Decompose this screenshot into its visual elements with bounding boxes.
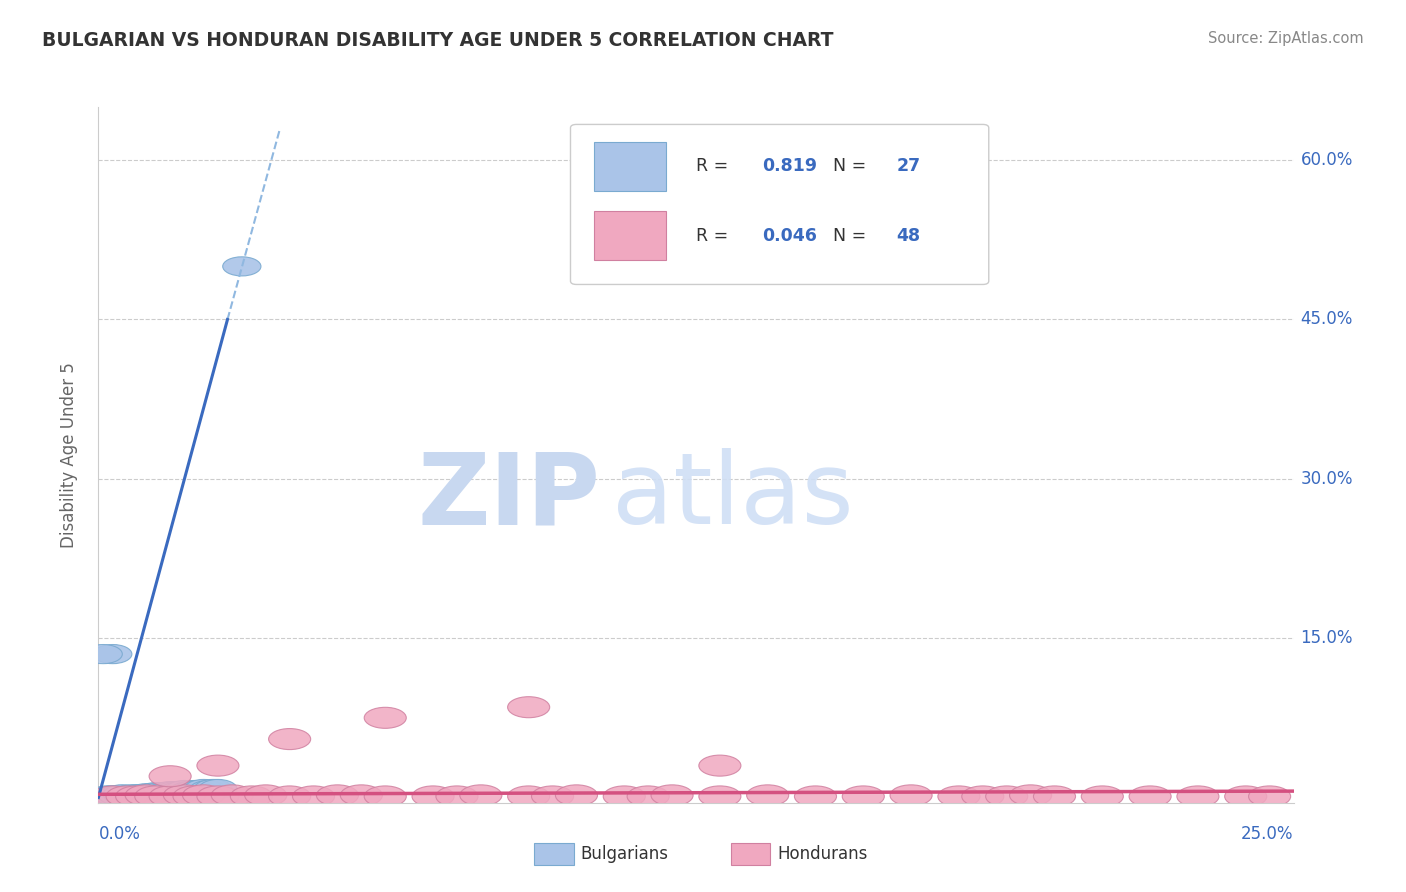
Ellipse shape [269, 786, 311, 807]
Ellipse shape [132, 784, 170, 803]
Text: 48: 48 [897, 227, 921, 244]
Ellipse shape [269, 729, 311, 749]
Ellipse shape [603, 786, 645, 807]
Ellipse shape [1081, 786, 1123, 807]
Ellipse shape [156, 781, 194, 801]
Text: 60.0%: 60.0% [1301, 151, 1353, 169]
Ellipse shape [146, 782, 184, 802]
Ellipse shape [136, 782, 174, 802]
Ellipse shape [91, 786, 134, 807]
Ellipse shape [166, 780, 204, 799]
Bar [595, 142, 666, 191]
Text: Hondurans: Hondurans [778, 845, 868, 863]
Ellipse shape [112, 785, 150, 804]
Ellipse shape [842, 786, 884, 807]
Ellipse shape [149, 765, 191, 787]
Ellipse shape [198, 780, 238, 798]
Ellipse shape [986, 786, 1028, 807]
Bar [595, 211, 666, 260]
Ellipse shape [84, 645, 122, 664]
Ellipse shape [1129, 786, 1171, 807]
Ellipse shape [340, 785, 382, 805]
Ellipse shape [149, 786, 191, 807]
Text: 25.0%: 25.0% [1241, 825, 1294, 843]
Text: 15.0%: 15.0% [1301, 629, 1353, 648]
Ellipse shape [150, 781, 190, 801]
Text: 0.819: 0.819 [762, 157, 817, 175]
Ellipse shape [89, 786, 127, 805]
Ellipse shape [1010, 785, 1052, 805]
Text: R =: R = [696, 227, 734, 244]
Ellipse shape [436, 786, 478, 807]
Ellipse shape [938, 786, 980, 807]
Ellipse shape [651, 785, 693, 805]
Ellipse shape [292, 786, 335, 807]
FancyBboxPatch shape [571, 124, 988, 285]
Text: Source: ZipAtlas.com: Source: ZipAtlas.com [1208, 31, 1364, 46]
Ellipse shape [555, 785, 598, 805]
Ellipse shape [194, 780, 232, 798]
Ellipse shape [699, 786, 741, 807]
Ellipse shape [135, 786, 177, 807]
Ellipse shape [183, 785, 225, 805]
Ellipse shape [173, 786, 215, 807]
Text: 0.0%: 0.0% [98, 825, 141, 843]
Text: 45.0%: 45.0% [1301, 310, 1353, 328]
Ellipse shape [1249, 786, 1291, 807]
Ellipse shape [122, 785, 160, 804]
Ellipse shape [794, 786, 837, 807]
Text: Bulgarians: Bulgarians [581, 845, 669, 863]
Text: 0.046: 0.046 [762, 227, 817, 244]
Text: BULGARIAN VS HONDURAN DISABILITY AGE UNDER 5 CORRELATION CHART: BULGARIAN VS HONDURAN DISABILITY AGE UND… [42, 31, 834, 50]
Ellipse shape [316, 785, 359, 805]
Ellipse shape [699, 756, 741, 776]
Ellipse shape [222, 257, 262, 276]
Ellipse shape [127, 784, 166, 803]
Ellipse shape [211, 785, 253, 805]
Ellipse shape [115, 786, 157, 807]
Ellipse shape [94, 786, 132, 805]
Ellipse shape [170, 781, 208, 801]
Ellipse shape [160, 781, 198, 801]
Ellipse shape [364, 786, 406, 807]
Ellipse shape [190, 780, 228, 799]
Ellipse shape [890, 785, 932, 805]
Ellipse shape [364, 707, 406, 729]
Ellipse shape [1225, 786, 1267, 807]
Ellipse shape [460, 785, 502, 805]
Ellipse shape [142, 782, 180, 802]
Ellipse shape [174, 780, 214, 799]
Ellipse shape [508, 786, 550, 807]
Ellipse shape [125, 785, 167, 805]
Ellipse shape [197, 786, 239, 807]
Text: R =: R = [696, 157, 734, 175]
Ellipse shape [184, 780, 222, 798]
Y-axis label: Disability Age Under 5: Disability Age Under 5 [59, 362, 77, 548]
Ellipse shape [962, 786, 1004, 807]
Ellipse shape [163, 785, 205, 805]
Text: ZIP: ZIP [418, 448, 600, 545]
Ellipse shape [627, 786, 669, 807]
Text: N =: N = [834, 157, 872, 175]
Ellipse shape [1033, 786, 1076, 807]
Text: N =: N = [834, 227, 872, 244]
Ellipse shape [98, 786, 136, 805]
Text: 30.0%: 30.0% [1301, 470, 1353, 488]
Ellipse shape [508, 697, 550, 718]
Ellipse shape [1177, 786, 1219, 807]
Ellipse shape [103, 785, 142, 804]
Text: 27: 27 [897, 157, 921, 175]
Ellipse shape [412, 786, 454, 807]
Ellipse shape [531, 786, 574, 807]
Ellipse shape [118, 785, 156, 804]
Ellipse shape [108, 786, 146, 805]
Ellipse shape [180, 780, 218, 799]
Ellipse shape [231, 786, 273, 807]
Ellipse shape [747, 785, 789, 805]
Ellipse shape [197, 756, 239, 776]
Ellipse shape [105, 786, 148, 807]
Text: atlas: atlas [612, 448, 853, 545]
Ellipse shape [94, 645, 132, 664]
Ellipse shape [245, 785, 287, 805]
